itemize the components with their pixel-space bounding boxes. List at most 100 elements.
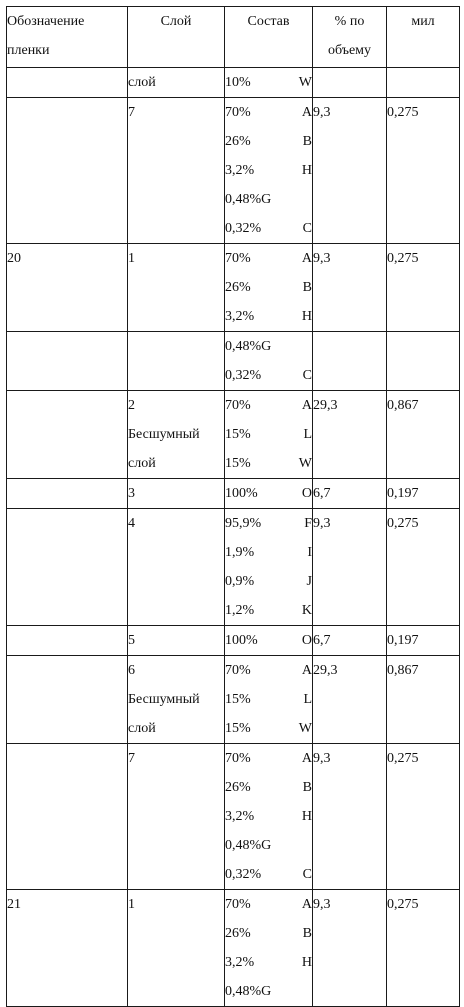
composition-percent: 70% (225, 391, 251, 420)
composition-line: 1,9% I (225, 538, 312, 567)
composition-cell: 70%A26%B3,2%H (225, 244, 313, 332)
composition-component: B (303, 919, 312, 948)
film-designation (7, 626, 127, 655)
composition-line: 0,32%C (225, 860, 312, 889)
composition-line: 0,32%C (225, 361, 312, 390)
table-row: 770%A26%B3,2%H0,48%G0,32%C9,30,275 (7, 744, 460, 890)
composition-percent: 0,48%G (225, 831, 271, 860)
volume-percent-cell: 9,3 (313, 98, 387, 244)
composition-component: I (307, 538, 312, 567)
composition-component: L (303, 685, 312, 714)
header-volume-line2: объему (313, 36, 386, 65)
mil-cell: 0,197 (387, 626, 460, 656)
mil-cell: 0,867 (387, 656, 460, 744)
table-row: 5100%O6,70,197 (7, 626, 460, 656)
mil-value: 0,275 (387, 890, 459, 919)
composition-component: B (303, 773, 312, 802)
composition-cell: 70%A26%B3,2%H0,48%G0,32%C (225, 98, 313, 244)
film-designation-cell (7, 626, 128, 656)
layer-label: 1 (128, 244, 224, 273)
composition-line: 100%O (225, 626, 312, 655)
layer-label: Бесшумный (128, 685, 224, 714)
volume-percent-cell: 29,3 (313, 656, 387, 744)
layer-label: 5 (128, 626, 224, 655)
film-designation (7, 68, 127, 97)
table-row: 770%A26%B3,2%H0,48%G0,32%C9,30,275 (7, 98, 460, 244)
volume-percent: 9,3 (313, 98, 386, 127)
film-designation (7, 479, 127, 508)
composition-percent: 1,2% (225, 596, 254, 625)
mil-value: 0,197 (387, 479, 459, 508)
composition-component: B (303, 273, 312, 302)
composition-percent: 15% (225, 420, 251, 449)
film-designation (7, 509, 127, 538)
layer-cell: 3 (128, 479, 225, 509)
mil-cell (387, 68, 460, 98)
composition-line: 70%A (225, 656, 312, 685)
volume-percent (313, 68, 386, 97)
layer-cell: 2Бесшумныйслой (128, 391, 225, 479)
composition-line: 70%A (225, 98, 312, 127)
layer-cell (128, 332, 225, 391)
layer-label: слой (128, 68, 224, 97)
composition-component: A (302, 656, 312, 685)
composition-component: O (302, 626, 312, 655)
mil-value: 0,197 (387, 626, 459, 655)
table-row: слой10%W (7, 68, 460, 98)
composition-line: 100% O (225, 479, 312, 508)
composition-line: 95,9%F (225, 509, 312, 538)
volume-percent-cell (313, 332, 387, 391)
composition-cell: 100%O (225, 626, 313, 656)
composition-percent: 1,9% (225, 538, 254, 567)
volume-percent-cell: 29,3 (313, 391, 387, 479)
header-film-designation-line1: Обозначение (7, 7, 127, 36)
composition-line: 15%L (225, 420, 312, 449)
composition-component: H (302, 302, 312, 331)
composition-component: F (304, 509, 312, 538)
composition-table: Обозначение пленки Слой Состав % по объе… (6, 6, 460, 1007)
composition-line: 26%B (225, 127, 312, 156)
film-designation (7, 332, 127, 361)
header-layer-label: Слой (128, 7, 224, 36)
header-volume-line1: % по (313, 7, 386, 36)
composition-line: 0,48%G (225, 831, 312, 860)
composition-component: O (302, 479, 312, 508)
composition-line: 3,2%H (225, 156, 312, 185)
layer-cell: 4 (128, 509, 225, 626)
composition-cell: 10%W (225, 68, 313, 98)
composition-component: A (302, 890, 312, 919)
volume-percent: 9,3 (313, 509, 386, 538)
header-layer: Слой (128, 7, 225, 68)
composition-line: 70%A (225, 890, 312, 919)
composition-cell: 100% O (225, 479, 313, 509)
composition-percent: 3,2% (225, 802, 254, 831)
film-designation-cell (7, 744, 128, 890)
layer-cell: 7 (128, 98, 225, 244)
composition-line: 0,9%J (225, 567, 312, 596)
composition-percent: 70% (225, 98, 251, 127)
mil-cell: 0,275 (387, 890, 460, 1007)
composition-percent: 70% (225, 244, 251, 273)
composition-cell: 70%A15%L15%W (225, 391, 313, 479)
film-designation: 21 (7, 890, 127, 919)
composition-percent: 100% (225, 479, 258, 508)
composition-component: H (302, 802, 312, 831)
composition-percent: 26% (225, 273, 251, 302)
film-designation (7, 391, 127, 420)
volume-percent: 29,3 (313, 391, 386, 420)
volume-percent: 6,7 (313, 479, 386, 508)
composition-percent: 3,2% (225, 948, 254, 977)
header-composition: Состав (225, 7, 313, 68)
header-mil: мил (387, 7, 460, 68)
composition-line: 70%A (225, 744, 312, 773)
mil-cell: 0,275 (387, 509, 460, 626)
composition-percent: 15% (225, 685, 251, 714)
film-designation: 20 (7, 244, 127, 273)
header-film-designation: Обозначение пленки (7, 7, 128, 68)
volume-percent (313, 332, 386, 361)
table-row: 0,48%G0,32%C (7, 332, 460, 391)
film-designation-cell (7, 68, 128, 98)
composition-percent: 26% (225, 919, 251, 948)
mil-cell: 0,275 (387, 744, 460, 890)
layer-cell: 6Бесшумныйслой (128, 656, 225, 744)
